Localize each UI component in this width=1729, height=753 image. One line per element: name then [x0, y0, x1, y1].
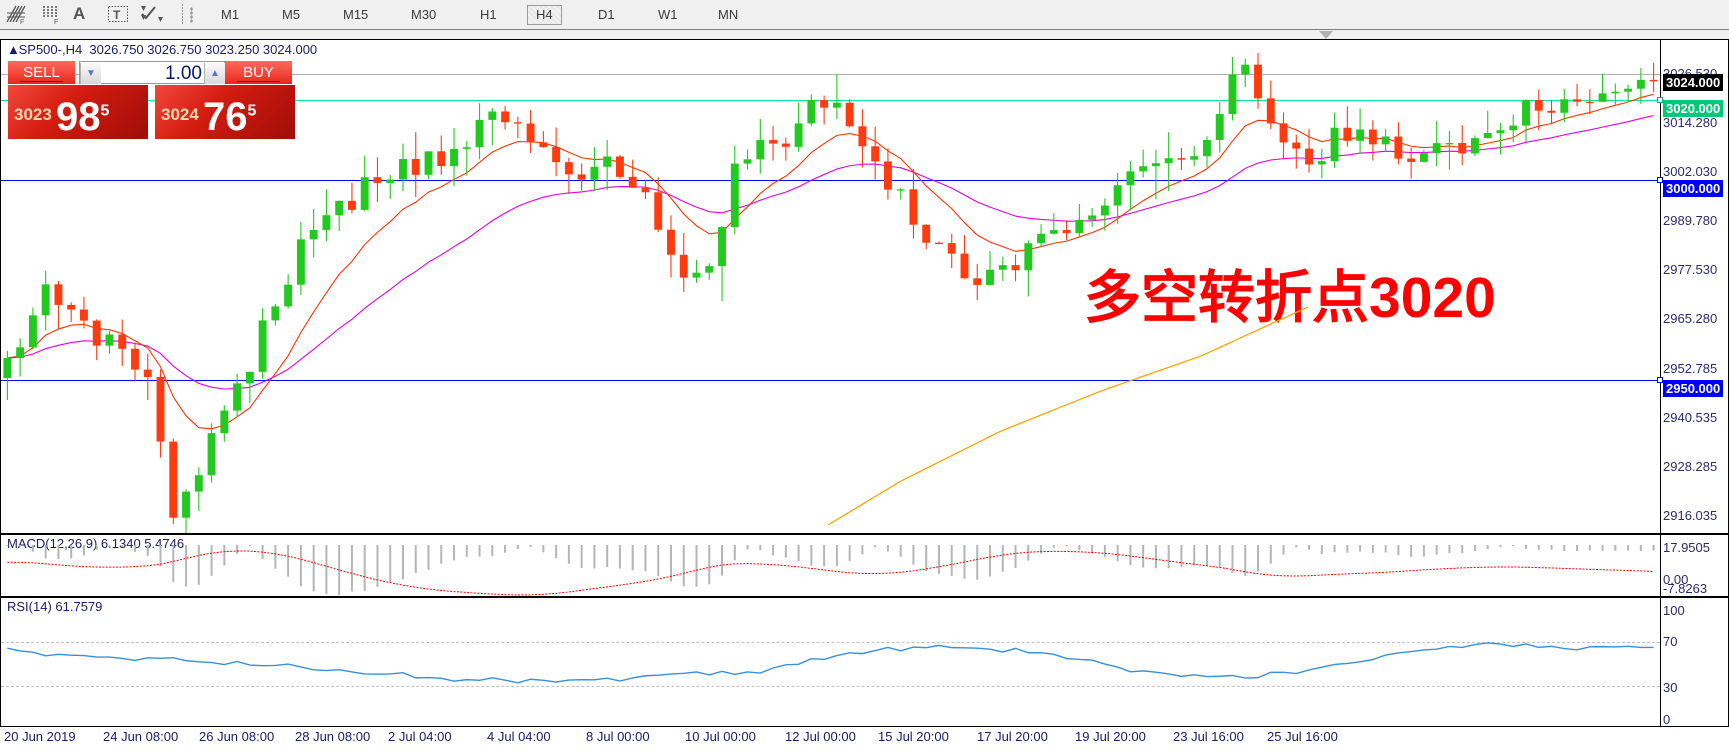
svg-text:F: F: [20, 19, 24, 25]
svg-text:F: F: [54, 19, 58, 25]
svg-text:T: T: [113, 8, 121, 22]
